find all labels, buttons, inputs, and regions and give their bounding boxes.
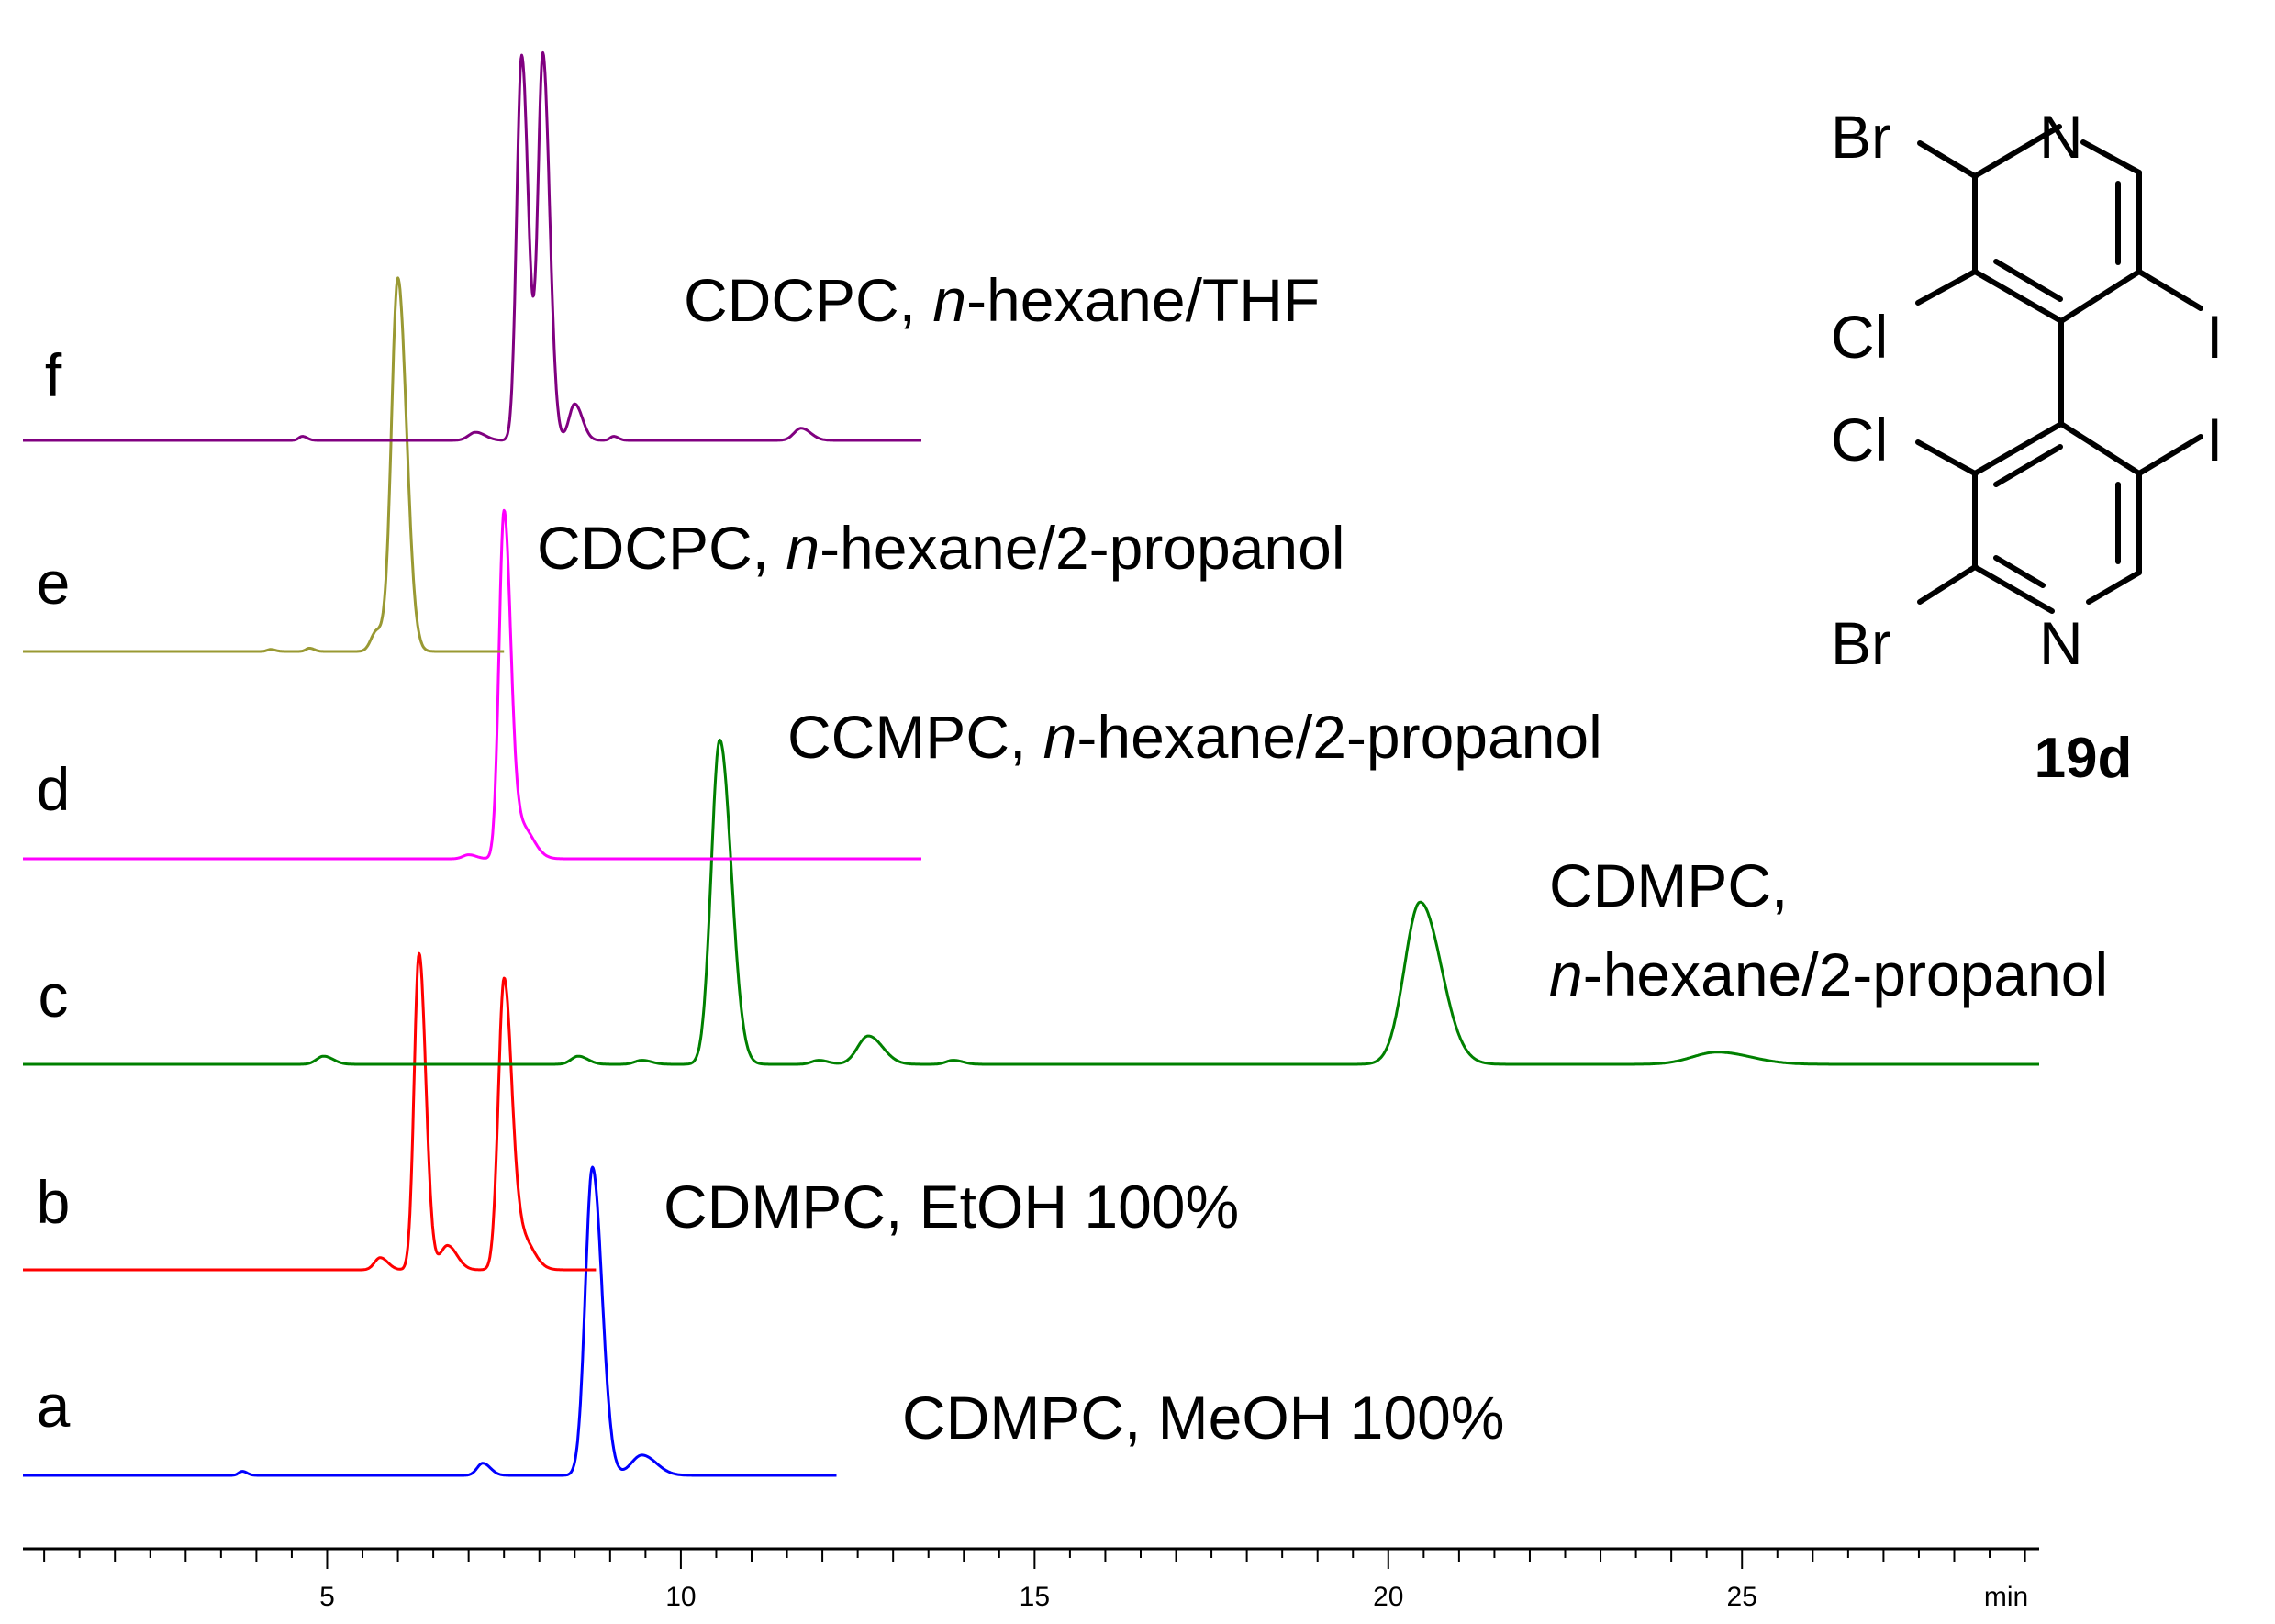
bond xyxy=(1972,421,2064,476)
x-tick-label-25: 25 xyxy=(1727,1582,1757,1612)
trace-group xyxy=(22,50,2040,1477)
trace-label-d: d xyxy=(37,755,71,823)
bond xyxy=(2136,269,2203,311)
x-axis-unit-label: min xyxy=(1984,1582,2028,1612)
trace-a-line xyxy=(22,1165,838,1477)
trace-a-condition-line-1: CDMPC, MeOH 100% xyxy=(902,1384,1505,1452)
trace-d-condition-line-1: CCMPC, n-hexane/2-propanol xyxy=(787,703,1602,771)
atom-i-lower: I xyxy=(2206,406,2223,473)
trace-c-line xyxy=(22,738,2040,1066)
x-tick-label-20: 20 xyxy=(1373,1582,1403,1612)
x-tick-label-10: 10 xyxy=(665,1582,696,1612)
bond xyxy=(2086,570,2142,605)
condition-label-group: CDMPC, MeOH 100% CDMPC, EtOH 100% CDMPC, n-… xyxy=(537,266,2108,1452)
bond xyxy=(2080,139,2142,175)
trace-d-line xyxy=(22,508,922,861)
trace-f-condition-line-1: CDCPC, n-hexane/THF xyxy=(684,266,1320,334)
trace-label-f: f xyxy=(45,341,62,409)
atom-label-group: Br N Cl I Cl I Br N 19d xyxy=(1831,103,2223,790)
bond xyxy=(1917,564,1978,605)
trace-b-line xyxy=(22,951,597,1272)
atom-n-bottom: N xyxy=(2039,609,2083,677)
trace-label-e: e xyxy=(37,549,71,617)
bond xyxy=(1917,140,1978,179)
atom-n-top: N xyxy=(2039,103,2083,171)
bond xyxy=(1993,444,2063,487)
trace-label-b: b xyxy=(37,1168,71,1236)
bond xyxy=(1972,564,2055,614)
bond xyxy=(2058,421,2142,476)
x-tick-label-15: 15 xyxy=(1020,1582,1050,1612)
atom-i-upper: I xyxy=(2206,303,2223,371)
x-axis: 5 10 15 20 25 min xyxy=(23,1547,2039,1612)
bond xyxy=(1972,269,2064,324)
compound-label: 19d xyxy=(2035,727,2133,790)
trace-label-c: c xyxy=(39,962,69,1029)
bond xyxy=(2058,269,2142,324)
trace-b-condition-line-1: CDMPC, EtOH 100% xyxy=(664,1173,1239,1240)
atom-cl-upper: Cl xyxy=(1831,303,1888,371)
trace-c-condition-line-2: n-hexane/2-propanol xyxy=(1549,940,2108,1008)
bond xyxy=(1915,269,1978,306)
trace-e-line xyxy=(22,276,505,653)
molecule-structure-19d xyxy=(1915,124,2203,614)
trace-e-condition-line-1: CDCPC, n-hexane/2-propanol xyxy=(537,514,1345,582)
bond xyxy=(1993,555,2046,588)
trace-label-a: a xyxy=(37,1372,71,1440)
atom-br-top: Br xyxy=(1831,103,1891,171)
trace-f-line xyxy=(22,50,922,442)
bond xyxy=(1915,439,1978,476)
x-tick-label-5: 5 xyxy=(319,1582,335,1612)
trace-c-condition-line-1: CDMPC, xyxy=(1549,851,1788,919)
atom-br-bottom: Br xyxy=(1831,609,1891,677)
trace-label-group: a b c d e f xyxy=(37,341,71,1440)
bond xyxy=(2136,434,2203,476)
atom-cl-lower: Cl xyxy=(1831,406,1888,473)
bond xyxy=(1993,259,2063,302)
bond xyxy=(1972,124,2062,179)
